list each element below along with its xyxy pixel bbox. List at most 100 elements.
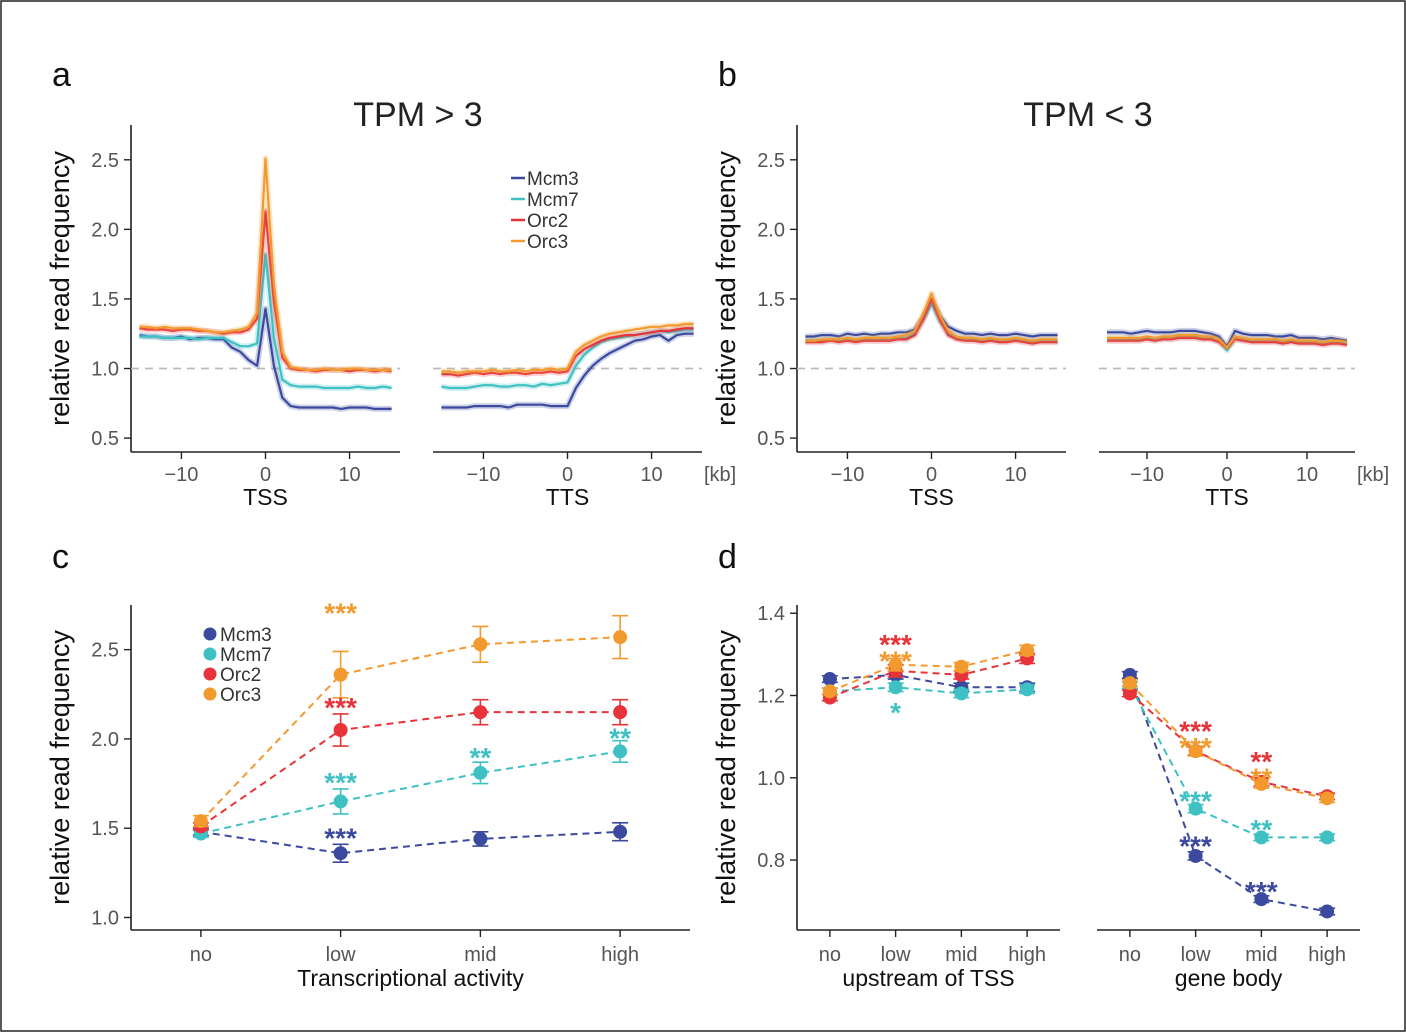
panel-a-x-tick-label: 10 bbox=[640, 464, 662, 486]
panel-c-point-orc3 bbox=[333, 667, 348, 682]
panel-d-point-orc3 bbox=[888, 657, 903, 672]
panel-c-y-tick-label: 2.0 bbox=[91, 729, 119, 751]
panel-d-point-mcm7 bbox=[888, 680, 903, 695]
panel-d-series-line-mcm3 bbox=[1128, 674, 1328, 913]
panel-c-legend-label-orc2: Orc2 bbox=[220, 665, 261, 686]
panel-d-significance-mcm7: *** bbox=[1179, 785, 1212, 816]
panel-b-x-tick-label: 0 bbox=[926, 464, 937, 486]
panel-d-point-orc3 bbox=[1320, 791, 1335, 806]
panel-d-x-tick-label: mid bbox=[1245, 944, 1277, 966]
panel-c-legend-swatch-mcm7 bbox=[203, 647, 217, 661]
panel-d-point-mcm7 bbox=[1188, 801, 1203, 816]
panel-c-y-tick-label: 1.0 bbox=[91, 908, 119, 930]
panel-d-series-line-orc2 bbox=[829, 657, 1028, 699]
panel-d-series-line-orc2 bbox=[1129, 692, 1328, 798]
panel-d-point-mcm3 bbox=[822, 672, 837, 687]
panel-c-point-orc2 bbox=[333, 723, 348, 737]
panel-c-series-line-orc2 bbox=[200, 711, 621, 828]
panel-d-x-tick-label: high bbox=[1008, 944, 1046, 966]
panel-d-y-tick-label: 0.8 bbox=[757, 850, 785, 872]
panel-d-point-mcm3 bbox=[1254, 892, 1269, 907]
panel-d-chart: 0.8 1.0 1.2 1.4 relative read frequency no low… bbox=[711, 603, 1360, 991]
panel-d-point-orc3 bbox=[1122, 676, 1137, 691]
panel-a-y-tick-label: 2.5 bbox=[91, 150, 119, 172]
panel-a-series-line-mcm3 bbox=[441, 332, 694, 409]
panel-d-point-orc3 bbox=[1020, 643, 1035, 658]
panel-a-y-tick-label: 2.0 bbox=[91, 219, 119, 241]
panel-b-x-tick-label: 0 bbox=[1221, 464, 1232, 486]
panel-b-series-line-orc3 bbox=[805, 292, 1058, 342]
panel-d-significance-orc2: *** bbox=[879, 629, 912, 660]
panel-c-y-axis-label: relative read frequency bbox=[45, 630, 75, 905]
panel-d-significance-mcm7: * bbox=[890, 697, 901, 728]
panel-c-series-line-mcm3 bbox=[200, 830, 621, 855]
panel-d-point-orc3 bbox=[1188, 744, 1203, 759]
panel-a-series-line-orc3 bbox=[441, 322, 694, 374]
panel-d-point-mcm7 bbox=[1020, 682, 1035, 697]
panel-d-point-orc2 bbox=[1122, 686, 1137, 701]
panel-b-x-axis-label-1: TTS bbox=[1205, 484, 1248, 510]
panel-b-y-tick-label: 1.0 bbox=[757, 359, 785, 381]
panel-c-significance-mcm7: *** bbox=[324, 767, 357, 798]
panel-c-legend-swatch-mcm3 bbox=[203, 627, 217, 641]
panel-d-series-line-mcm7 bbox=[829, 686, 1028, 695]
panel-d-point-orc3 bbox=[954, 659, 969, 674]
panel-d-point-mcm7 bbox=[954, 686, 969, 701]
panel-a-legend-label-mcm7: Mcm7 bbox=[527, 190, 579, 211]
panel-a-chart: 0.5 1.0 1.5 2.0 2.5 relative read frequency −1… bbox=[45, 125, 736, 510]
panel-d-point-mcm7 bbox=[1320, 830, 1335, 845]
panel-a-x-tick-label: −10 bbox=[164, 464, 198, 486]
panel-a-x-tick-label: 0 bbox=[260, 464, 271, 486]
panel-a-series-line-orc2 bbox=[139, 210, 392, 373]
panel-c-y-tick-label: 1.5 bbox=[91, 818, 119, 840]
panel-a-series-band-mcm3 bbox=[138, 305, 392, 412]
panel-c-significance-orc3: *** bbox=[324, 598, 357, 629]
panel-a-series-line-orc2 bbox=[441, 327, 694, 377]
panel-d-point-mcm3 bbox=[1320, 904, 1335, 919]
panel-c-point-mcm3 bbox=[613, 824, 628, 839]
panel-c-legend-label-orc3: Orc3 bbox=[220, 685, 261, 706]
panel-c-significance-mcm3: *** bbox=[324, 823, 357, 854]
panel-a-series-line-mcm3 bbox=[139, 307, 392, 410]
panel-c-x-tick-label: high bbox=[601, 944, 639, 966]
panel-b-x-tick-label: 10 bbox=[1296, 464, 1318, 486]
panel-c-point-mcm7 bbox=[613, 744, 628, 759]
panel-c-chart: 1.0 1.5 2.0 2.5 relative read frequency no low… bbox=[45, 598, 690, 991]
panel-b-chart: 0.5 1.0 1.5 2.0 2.5 relative read frequency −1… bbox=[711, 125, 1389, 510]
panel-c-x-axis-label-0: Transcriptional activity bbox=[297, 965, 524, 991]
panel-c-significance-mcm7: ** bbox=[609, 723, 631, 754]
panel-d-y-tick-label: 1.0 bbox=[757, 768, 785, 790]
panel-d-significance-orc2: ** bbox=[1250, 746, 1272, 777]
panel-b-y-tick-label: 2.0 bbox=[757, 219, 785, 241]
panel-a-legend-label-orc3: Orc3 bbox=[527, 232, 568, 253]
panel-a-x-tick-label: 10 bbox=[338, 464, 360, 486]
panel-d-label: d bbox=[718, 538, 737, 576]
panel-d-x-axis-label-1: gene body bbox=[1175, 965, 1283, 991]
panel-d-series-line-mcm7 bbox=[1129, 684, 1328, 839]
panel-a-x-axis-label-1: TTS bbox=[546, 484, 589, 510]
panel-d-significance-mcm3: *** bbox=[1179, 831, 1212, 862]
panel-c-series-line-orc3 bbox=[200, 636, 621, 822]
panel-a-legend-label-orc2: Orc2 bbox=[527, 211, 568, 232]
panel-d-point-orc3 bbox=[822, 684, 837, 699]
panel-c-point-orc2 bbox=[473, 705, 488, 720]
panel-c-point-orc3 bbox=[613, 630, 628, 645]
panel-d-x-axis-label-0: upstream of TSS bbox=[842, 965, 1014, 991]
panel-c-point-mcm3 bbox=[473, 831, 488, 846]
panel-d-x-tick-label: low bbox=[1181, 944, 1212, 966]
panel-c-y-tick-label: 2.5 bbox=[91, 640, 119, 662]
panel-c-point-mcm7 bbox=[473, 765, 488, 780]
panel-b-y-tick-label: 2.5 bbox=[757, 150, 785, 172]
panel-d-y-tick-label: 1.2 bbox=[757, 686, 785, 708]
panel-a-y-axis-label: relative read frequency bbox=[45, 151, 75, 426]
panel-d-point-mcm7 bbox=[1254, 830, 1269, 845]
panel-b-y-axis-label: relative read frequency bbox=[711, 151, 741, 426]
panel-b-y-tick-label: 0.5 bbox=[757, 428, 785, 450]
panel-d-significance-orc2: *** bbox=[1179, 715, 1212, 746]
panel-c-x-tick-label: mid bbox=[464, 944, 496, 966]
panel-d-significance-mcm3: *** bbox=[1245, 876, 1278, 907]
panel-b-unit-label: [kb] bbox=[1357, 464, 1389, 486]
panel-d-series-line-orc3 bbox=[829, 649, 1028, 693]
panel-d-x-tick-label: high bbox=[1308, 944, 1346, 966]
